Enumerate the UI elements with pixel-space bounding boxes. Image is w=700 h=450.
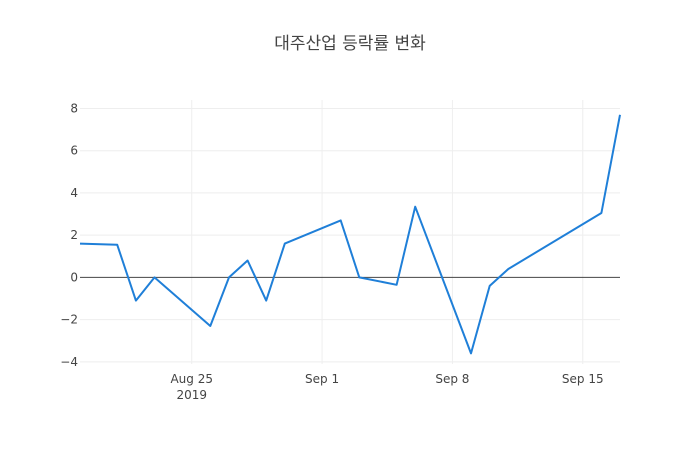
tick-label-layer: 8 6 4 2 0 −2 −4 Aug 25 2019 Sep 1 Sep 8 Sep 15 [60,101,603,402]
x-tick-label: Aug 25 [170,372,213,386]
series-layer [79,114,621,355]
y-tick-label: 8 [70,101,78,115]
y-tick-label: 4 [70,186,78,200]
y-tick-label: 6 [70,144,78,158]
x-tick-label: Sep 8 [435,372,469,386]
y-tick-label: −2 [60,313,78,327]
grid-layer [80,100,620,364]
x-tick-label: Sep 1 [305,372,339,386]
x-tick-sublabel: 2019 [176,388,207,402]
series-line [79,114,621,355]
y-tick-label: 2 [70,228,78,242]
x-tick-label: Sep 15 [562,372,604,386]
y-tick-label: 0 [70,270,78,284]
y-tick-label: −4 [60,355,78,369]
chart-title: 대주산업 등락률 변화 [274,34,426,54]
